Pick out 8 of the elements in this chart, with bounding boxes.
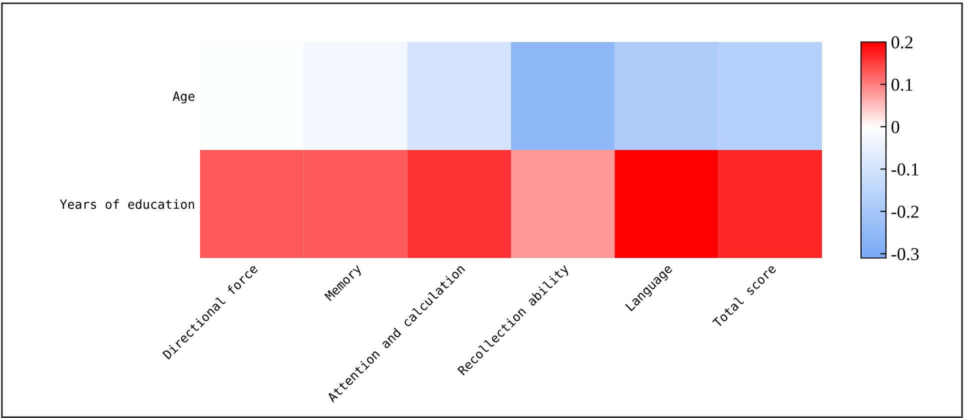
y-tick-label: Age [172, 92, 194, 104]
y-tick-label: Years of education [60, 199, 194, 209]
color-bar-label: 0 [892, 120, 900, 134]
color-bar-label: -0.3 [892, 248, 919, 260]
color-bar-label: -0.1 [892, 163, 918, 176]
color-bar-label: 0.2 [892, 36, 912, 49]
color-bar-label: 0.1 [892, 78, 912, 91]
color-bar-label: -0.2 [892, 206, 918, 218]
